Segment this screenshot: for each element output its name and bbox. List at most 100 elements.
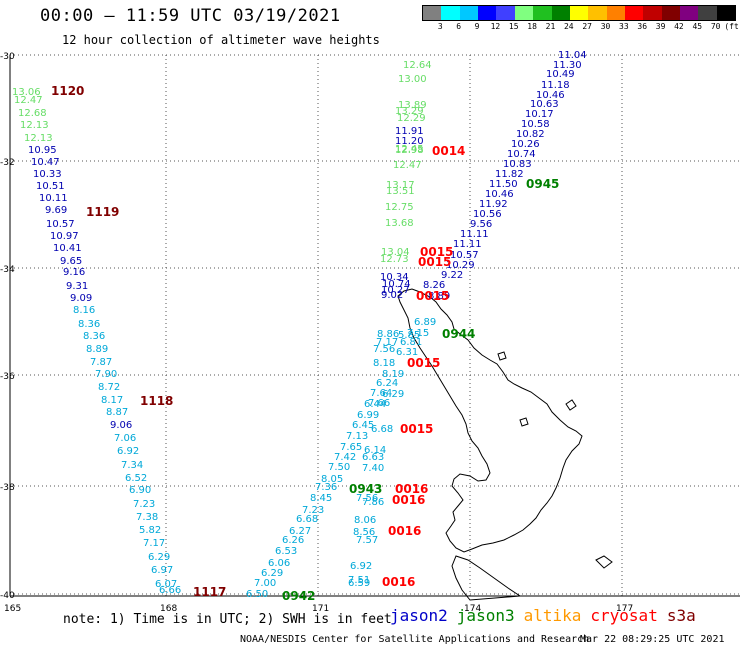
swh-value-label: 9.31	[66, 281, 88, 292]
credit-text: NOAA/NESDIS Center for Satellite Applica…	[240, 634, 590, 645]
swh-value-label: 10.74	[507, 149, 536, 160]
swh-value-label: 10.27	[381, 285, 410, 296]
swh-value-label: 7.17	[376, 337, 398, 348]
swh-value-label: 7.66	[368, 398, 390, 409]
color-swatch	[588, 6, 607, 20]
pass-time-label: 0944	[442, 327, 475, 341]
swh-value-label: 7.23	[133, 499, 155, 510]
swh-value-label: 6.14	[364, 445, 386, 456]
small-island-1	[565, 399, 577, 411]
color-scale-label: 15	[508, 22, 519, 31]
lon-tick-label: 171	[312, 604, 329, 614]
swh-value-label: 12.75	[385, 202, 414, 213]
swh-value-label: 7.56	[373, 344, 395, 355]
swh-value-label: 8.87	[106, 407, 128, 418]
swh-value-label: 12.98	[395, 145, 424, 156]
color-scale-label: 21	[545, 22, 556, 31]
color-swatch	[661, 6, 681, 20]
color-scale-label: 39	[655, 22, 666, 31]
swh-value-label: 10.47	[31, 157, 60, 168]
swh-value-label: 7.50	[328, 462, 350, 473]
color-scale-label: 42	[674, 22, 684, 31]
legend-item-cryosat: cryosat	[590, 606, 658, 625]
color-swatch	[624, 6, 644, 20]
pass-time-label: 1119	[86, 205, 119, 219]
color-scale-label: 36	[637, 22, 648, 31]
swh-value-label: 9.65	[60, 256, 82, 267]
swh-value-label: 6.66	[159, 585, 181, 596]
swh-value-label: 10.57	[46, 219, 75, 230]
satellite-legend: jason2 jason3 altika cryosat s3a	[390, 606, 705, 625]
swh-value-label: 11.18	[541, 80, 570, 91]
lat-tick-label: -34	[0, 265, 15, 275]
swh-value-label: 8.36	[83, 331, 105, 342]
swh-value-label: 6.68	[296, 514, 318, 525]
pass-time-label: 0016	[392, 493, 425, 507]
lat-tick-label: -32	[0, 158, 15, 168]
color-scale-label: 33	[619, 22, 629, 31]
swh-value-label: 6.50	[246, 589, 268, 600]
swh-value-label: 6.26	[282, 535, 304, 546]
color-swatch	[569, 6, 589, 20]
swh-value-label: 6.29	[382, 389, 404, 400]
swh-value-label: 11.91	[395, 126, 424, 137]
pass-time-label: 0016	[382, 575, 415, 589]
swh-value-label: 6.68	[371, 424, 393, 435]
swh-value-label: 10.34	[380, 272, 409, 283]
swh-value-label: 6.81	[400, 337, 422, 348]
swh-value-label: 7.00	[254, 578, 276, 589]
swh-value-label: 7.17	[143, 538, 165, 549]
swh-value-label: 13.04	[381, 247, 410, 258]
small-island-2	[497, 351, 507, 361]
pass-time-label: 0014	[432, 144, 465, 158]
swh-value-label: 8.45	[310, 493, 332, 504]
lat-tick-label: -38	[0, 483, 15, 493]
legend-item-s3a: s3a	[666, 606, 696, 625]
swh-value-label: 11.11	[453, 239, 482, 250]
swh-value-label: 6.92	[350, 561, 372, 572]
swh-value-label: 5.82	[139, 525, 161, 536]
pass-time-label: 1120	[51, 84, 84, 98]
swh-value-label: 13.68	[385, 218, 414, 229]
swh-value-label: 10.82	[516, 129, 545, 140]
pass-time-label: 0015	[420, 245, 453, 259]
generated-timestamp: Mar 22 08:29:25 UTC 2021	[580, 634, 725, 645]
swh-value-label: 7.06	[114, 433, 136, 444]
swh-value-label: 6.90	[129, 485, 151, 496]
lon-tick-label: 174	[464, 604, 481, 614]
pass-time-label: 1118	[140, 394, 173, 408]
swh-value-label: 12.68	[18, 108, 47, 119]
swh-value-label: 12.13	[20, 120, 49, 131]
swh-value-label: 7.65	[340, 442, 362, 453]
swh-value-label: 7.13	[346, 431, 368, 442]
swh-value-label: 8.05	[321, 474, 343, 485]
swh-value-label: 10.26	[511, 139, 540, 150]
swh-value-label: 6.59	[348, 578, 370, 589]
swh-value-label: 7.57	[356, 535, 378, 546]
swh-value-label: 7.15	[407, 328, 429, 339]
swh-value-label: 7.86	[362, 497, 384, 508]
color-swatch	[680, 6, 699, 20]
swh-value-label: 8.16	[73, 305, 95, 316]
swh-value-label: 7.64	[370, 388, 392, 399]
swh-value-label: 11.50	[489, 179, 518, 190]
swh-value-label: 8.89	[428, 291, 450, 302]
swh-value-label: 10.41	[53, 243, 82, 254]
color-swatch	[606, 6, 625, 20]
swh-value-label: 6.06	[268, 558, 290, 569]
swh-value-label: 10.49	[546, 69, 575, 80]
swh-value-label: 11.30	[553, 60, 582, 71]
swh-value-label: 12.45	[395, 144, 424, 155]
color-scale-label: 9	[474, 22, 480, 31]
color-scale-label: 6	[456, 22, 462, 31]
lon-tick-label: 165	[4, 604, 21, 614]
swh-value-label: 7.23	[302, 505, 324, 516]
swh-value-label: 6.29	[148, 552, 170, 563]
color-scale-label: 30	[600, 22, 611, 31]
pass-time-label: 0015	[416, 289, 449, 303]
color-scale-label: 70	[710, 22, 721, 31]
swh-value-label: 10.51	[36, 181, 65, 192]
swh-value-label: 12.13	[24, 133, 53, 144]
swh-value-label: 10.83	[503, 159, 532, 170]
